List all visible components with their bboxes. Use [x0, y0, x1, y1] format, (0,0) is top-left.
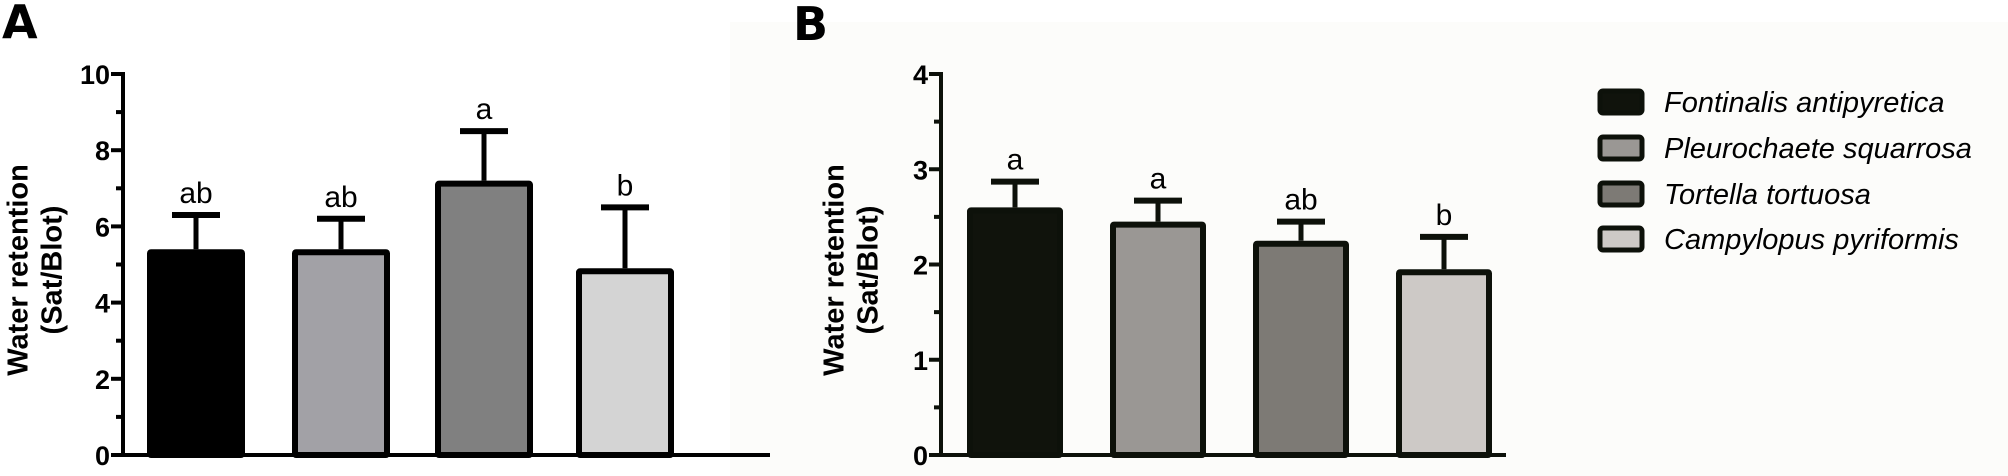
legend-item: Campylopus pyriformis [1597, 224, 1959, 256]
y-tick-label: 1 [913, 346, 928, 376]
y-tick-label: 2 [913, 251, 928, 281]
legend-item: Tortella tortuosa [1597, 179, 1871, 211]
bar: b [1396, 199, 1492, 459]
significance-label: a [1150, 163, 1167, 196]
panel-b-chart: Water retention (Sat/Blot) 0 1 2 3 4 a a ab b [819, 60, 1506, 471]
bar-rect [292, 249, 390, 458]
y-tick-label: 10 [80, 60, 110, 90]
legend-swatch [1597, 134, 1645, 162]
y-tick-label: 4 [95, 289, 110, 319]
bar: a [435, 93, 533, 458]
panel-b-letter: B [793, 0, 828, 51]
legend-label: Tortella tortuosa [1664, 179, 1871, 211]
significance-label: ab [179, 177, 212, 210]
significance-label: a [1007, 144, 1024, 177]
bar: a [1110, 163, 1206, 458]
bar-rect [576, 268, 674, 458]
significance-label: ab [1284, 184, 1317, 217]
y-tick-label: 8 [95, 136, 110, 166]
bar-rect [1110, 221, 1206, 458]
bar-rect [147, 249, 245, 458]
significance-label: a [476, 93, 493, 126]
y-tick-label: 0 [913, 441, 928, 471]
y-axis-label: Water retention [3, 164, 35, 376]
bar: b [576, 169, 674, 458]
legend-swatch [1597, 225, 1645, 253]
y-axis-label: (Sat/Blot) [853, 206, 885, 335]
legend-swatch [1597, 180, 1645, 208]
y-tick-label: 4 [913, 60, 928, 90]
bar: ab [292, 181, 390, 458]
legend: Fontinalis antipyretica Pleurochaete squa… [1597, 87, 1972, 256]
legend-label: Campylopus pyriformis [1664, 224, 1959, 256]
bar-rect [1396, 269, 1492, 459]
panel-a-letter: A [2, 0, 38, 49]
significance-label: ab [324, 181, 357, 214]
bar-rect [1253, 240, 1349, 458]
y-axis-label: Water retention [819, 164, 851, 376]
legend-item: Pleurochaete squarrosa [1597, 133, 1972, 165]
legend-label: Pleurochaete squarrosa [1664, 133, 1972, 165]
y-tick-label: 0 [95, 441, 110, 471]
bar-rect [435, 180, 533, 458]
bar: ab [147, 177, 245, 458]
significance-label: b [617, 169, 634, 202]
y-tick-label: 3 [913, 155, 928, 185]
bar: a [967, 144, 1063, 458]
y-tick-label: 2 [95, 365, 110, 395]
legend-swatch [1597, 88, 1645, 116]
legend-label: Fontinalis antipyretica [1664, 87, 1944, 119]
bar: ab [1253, 184, 1349, 458]
bar-rect [967, 207, 1063, 458]
y-tick-label: 6 [95, 212, 110, 242]
y-axis-label: (Sat/Blot) [37, 206, 69, 335]
significance-label: b [1436, 199, 1453, 232]
legend-item: Fontinalis antipyretica [1597, 87, 1944, 119]
